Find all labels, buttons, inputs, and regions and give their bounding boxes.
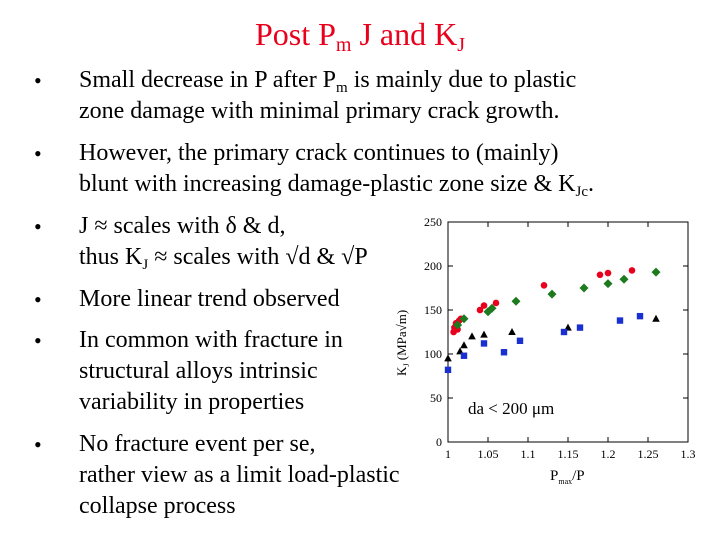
data-point-diamond bbox=[619, 274, 629, 284]
data-point-diamond bbox=[459, 314, 469, 324]
data-point-diamond bbox=[651, 267, 661, 277]
bullet-text: structural alloys intrinsic bbox=[79, 358, 318, 384]
x-tick-label: 1.25 bbox=[638, 447, 659, 461]
kj-scatter-chart: 1 1.05 1.1 1.15 1.2 1.25 1.3 0 50 100 150 200 250 da… bbox=[380, 206, 710, 506]
y-tick-label: 100 bbox=[424, 347, 442, 361]
bullet-text: More linear trend observed bbox=[79, 286, 340, 312]
bullet-text: zone damage with minimal primary crack g… bbox=[79, 98, 560, 124]
data-point-circle bbox=[476, 306, 484, 314]
y-tick-label: 250 bbox=[424, 215, 442, 229]
x-tick-label: 1 bbox=[445, 447, 451, 461]
y-tick-label: 50 bbox=[430, 391, 442, 405]
bullet-dot: • bbox=[34, 141, 42, 166]
data-point-diamond bbox=[487, 303, 497, 313]
data-point-triangle bbox=[468, 332, 476, 340]
bullet-dot: • bbox=[34, 214, 42, 239]
data-point-square bbox=[516, 337, 524, 344]
x-tick-label: 1.15 bbox=[558, 447, 579, 461]
data-point-triangle bbox=[480, 330, 488, 338]
annotation-label: da < 200 μm bbox=[468, 399, 554, 418]
x-tick-label: 1.05 bbox=[478, 447, 499, 461]
data-point-diamond bbox=[547, 289, 557, 299]
data-point-circle bbox=[492, 299, 500, 307]
data-point-square bbox=[500, 349, 508, 356]
data-point-diamond bbox=[511, 296, 521, 306]
data-point-diamond bbox=[453, 320, 463, 330]
x-axis-label: Pmax/P bbox=[550, 468, 585, 486]
bullet-text: thus KJ ≈ scales with √d & √P bbox=[79, 244, 368, 273]
bullet-text: However, the primary crack continues to … bbox=[79, 140, 559, 166]
bullet-text: In common with fracture in bbox=[79, 327, 343, 353]
data-point-triangle bbox=[508, 328, 516, 335]
data-point-square bbox=[636, 312, 644, 320]
x-tick-label: 1.2 bbox=[601, 447, 616, 461]
slide-title: Post Pm J and KJ bbox=[254, 16, 466, 56]
bullet-dot: • bbox=[34, 287, 42, 312]
data-point-square bbox=[576, 324, 584, 331]
bullet-dot: • bbox=[34, 432, 42, 457]
data-point-triangle bbox=[444, 354, 452, 362]
data-point-square bbox=[444, 366, 452, 374]
bullet-text: No fracture event per se, bbox=[79, 431, 316, 457]
data-point-diamond bbox=[603, 279, 613, 289]
bullet-dot: • bbox=[34, 328, 42, 353]
data-point-circle bbox=[604, 269, 612, 277]
data-point-circle bbox=[540, 282, 548, 289]
bullet-text: J ≈ scales with δ & d, bbox=[79, 213, 286, 239]
bullet-text: rather view as a limit load-plastic bbox=[79, 462, 400, 488]
data-point-triangle bbox=[460, 341, 468, 349]
data-point-triangle bbox=[652, 314, 660, 322]
bullet-text: blunt with increasing damage-plastic zon… bbox=[79, 171, 595, 200]
bullet-text: collapse process bbox=[79, 493, 236, 519]
bullet-text: Small decrease in P after Pm is mainly d… bbox=[79, 67, 577, 96]
data-point-square bbox=[460, 352, 468, 359]
data-point-square bbox=[560, 328, 568, 336]
x-tick-label: 1.3 bbox=[681, 447, 696, 461]
bullet-text: variability in properties bbox=[79, 389, 305, 415]
data-point-square bbox=[480, 340, 488, 347]
y-tick-label: 200 bbox=[424, 259, 442, 273]
data-point-circle bbox=[480, 302, 488, 309]
bullet-dot: • bbox=[34, 68, 42, 93]
y-tick-label: 150 bbox=[424, 303, 442, 317]
y-axis-label: KJ (MPa√m) bbox=[394, 310, 411, 376]
y-tick-label: 0 bbox=[436, 435, 442, 449]
data-point-circle bbox=[596, 271, 604, 279]
data-point-circle bbox=[628, 267, 636, 274]
data-point-square bbox=[616, 317, 624, 324]
data-point-diamond bbox=[579, 283, 589, 293]
x-tick-label: 1.1 bbox=[521, 447, 536, 461]
